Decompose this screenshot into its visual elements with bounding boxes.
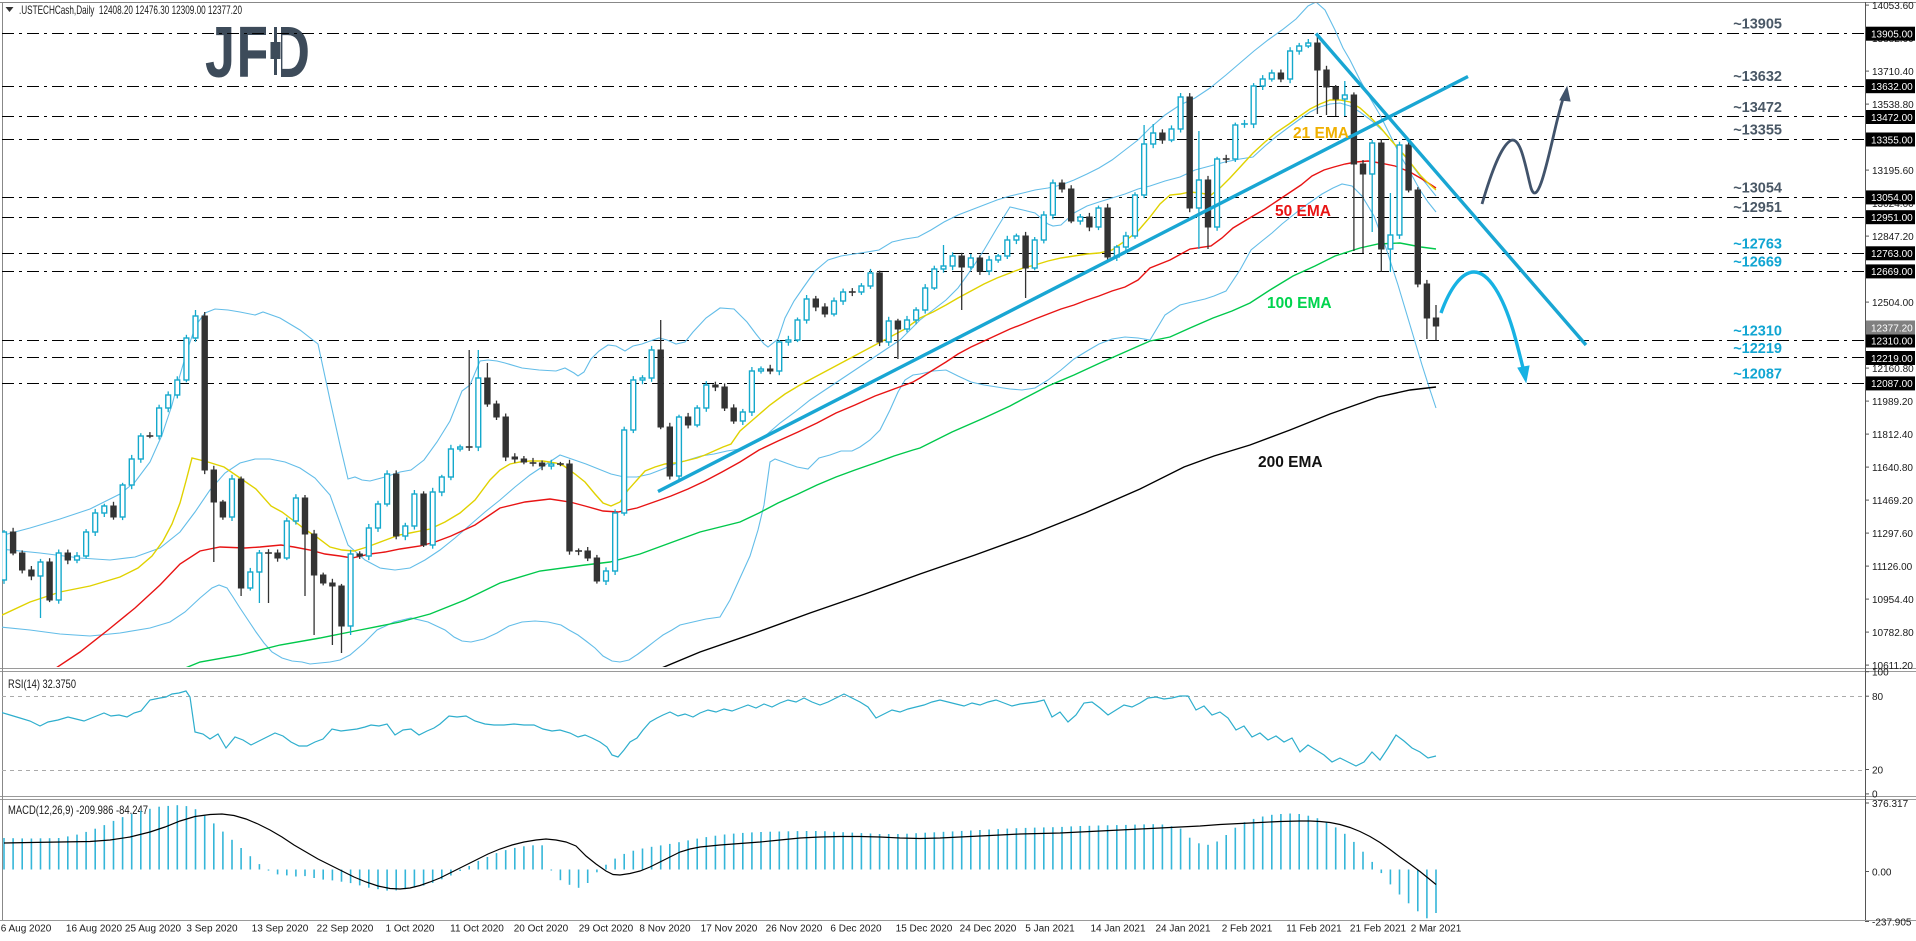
svg-text:16 Aug 2020: 16 Aug 2020 xyxy=(66,924,123,935)
svg-text:~12763: ~12763 xyxy=(1733,236,1782,252)
svg-text:6 Aug 2020: 6 Aug 2020 xyxy=(1,924,52,935)
svg-text:~13632: ~13632 xyxy=(1733,69,1782,85)
svg-text:RSI(14) 32.3750: RSI(14) 32.3750 xyxy=(8,677,76,691)
svg-text:13355.00: 13355.00 xyxy=(1871,135,1913,146)
svg-text:11640.80: 11640.80 xyxy=(1872,463,1913,474)
svg-text:26 Nov 2020: 26 Nov 2020 xyxy=(766,924,823,935)
svg-text:2 Mar 2021: 2 Mar 2021 xyxy=(1411,924,1462,935)
svg-text:5 Jan 2021: 5 Jan 2021 xyxy=(1025,924,1075,935)
svg-text:11469.20: 11469.20 xyxy=(1872,496,1913,507)
svg-text:13538.80: 13538.80 xyxy=(1872,100,1914,111)
svg-text:12377.20: 12377.20 xyxy=(1871,323,1913,334)
svg-text:12160.80: 12160.80 xyxy=(1872,364,1914,375)
svg-text:80: 80 xyxy=(1872,692,1884,703)
svg-text:13632.00: 13632.00 xyxy=(1871,82,1913,93)
svg-text:20: 20 xyxy=(1872,765,1884,776)
svg-text:-237.905: -237.905 xyxy=(1872,917,1912,928)
svg-text:2 Feb 2021: 2 Feb 2021 xyxy=(1222,924,1273,935)
svg-text:11126.00: 11126.00 xyxy=(1872,562,1913,573)
svg-text:~12951: ~12951 xyxy=(1733,200,1782,216)
svg-text:~12669: ~12669 xyxy=(1733,254,1782,270)
svg-text:12763.00: 12763.00 xyxy=(1871,249,1913,260)
svg-text:21 Feb 2021: 21 Feb 2021 xyxy=(1350,924,1407,935)
svg-text:10611.20: 10611.20 xyxy=(1872,661,1913,672)
svg-text:0.00: 0.00 xyxy=(1872,867,1892,878)
svg-text:12504.00: 12504.00 xyxy=(1872,298,1914,309)
svg-text:JFD: JFD xyxy=(205,13,312,93)
svg-text:11 Oct 2020: 11 Oct 2020 xyxy=(450,924,504,935)
svg-text:11812.40: 11812.40 xyxy=(1872,430,1913,441)
svg-text:15 Dec 2020: 15 Dec 2020 xyxy=(896,924,953,935)
svg-text:13054.00: 13054.00 xyxy=(1871,193,1913,204)
svg-text:21 EMA: 21 EMA xyxy=(1293,125,1349,142)
svg-text:10782.80: 10782.80 xyxy=(1872,628,1914,639)
svg-text:8 Nov 2020: 8 Nov 2020 xyxy=(639,924,691,935)
svg-text:13 Sep 2020: 13 Sep 2020 xyxy=(252,924,309,935)
svg-text:50 EMA: 50 EMA xyxy=(1275,203,1331,220)
svg-text:~13355: ~13355 xyxy=(1733,123,1782,139)
svg-text:~13054: ~13054 xyxy=(1733,180,1782,196)
svg-text:22 Sep 2020: 22 Sep 2020 xyxy=(317,924,374,935)
svg-text:29 Oct 2020: 29 Oct 2020 xyxy=(579,924,634,935)
svg-text:24 Dec 2020: 24 Dec 2020 xyxy=(960,924,1017,935)
svg-text:12847.20: 12847.20 xyxy=(1872,232,1914,243)
svg-text:~12087: ~12087 xyxy=(1733,366,1782,382)
svg-text:100 EMA: 100 EMA xyxy=(1267,295,1332,312)
svg-text:12087.00: 12087.00 xyxy=(1871,379,1913,390)
svg-text:MACD(12,26,9) -209.986 -84.247: MACD(12,26,9) -209.986 -84.247 xyxy=(8,803,148,817)
svg-text:25 Aug 2020: 25 Aug 2020 xyxy=(125,924,182,935)
svg-text:0: 0 xyxy=(1872,790,1878,801)
svg-text:12951.00: 12951.00 xyxy=(1871,213,1913,224)
svg-text:13472.00: 13472.00 xyxy=(1871,113,1913,124)
svg-text:.USTECHCash,Daily 12408.20 12: .USTECHCash,Daily 12408.20 12476.30 1230… xyxy=(19,3,242,17)
svg-text:~12310: ~12310 xyxy=(1733,324,1782,340)
svg-text:100: 100 xyxy=(1872,668,1889,679)
svg-text:14 Jan 2021: 14 Jan 2021 xyxy=(1090,924,1145,935)
svg-text:14053.60: 14053.60 xyxy=(1872,1,1914,12)
svg-text:1 Oct 2020: 1 Oct 2020 xyxy=(386,924,435,935)
svg-text:3 Sep 2020: 3 Sep 2020 xyxy=(186,924,238,935)
svg-text:13905.00: 13905.00 xyxy=(1871,30,1913,41)
svg-text:20 Oct 2020: 20 Oct 2020 xyxy=(514,924,569,935)
svg-text:13195.60: 13195.60 xyxy=(1872,166,1914,177)
svg-text:200 EMA: 200 EMA xyxy=(1258,454,1323,471)
svg-text:376.317: 376.317 xyxy=(1872,799,1909,810)
svg-text:11297.60: 11297.60 xyxy=(1872,529,1913,540)
svg-text:12310.00: 12310.00 xyxy=(1871,336,1913,347)
svg-text:6 Dec 2020: 6 Dec 2020 xyxy=(830,924,882,935)
svg-text:13710.40: 13710.40 xyxy=(1872,67,1914,78)
svg-text:10954.40: 10954.40 xyxy=(1872,595,1914,606)
svg-text:~12219: ~12219 xyxy=(1733,341,1782,357)
svg-text:12669.00: 12669.00 xyxy=(1871,267,1913,278)
svg-text:~13905: ~13905 xyxy=(1733,17,1782,33)
svg-text:~13472: ~13472 xyxy=(1733,100,1782,116)
svg-text:12219.00: 12219.00 xyxy=(1871,354,1913,365)
svg-text:11989.20: 11989.20 xyxy=(1872,397,1913,408)
svg-text:11 Feb 2021: 11 Feb 2021 xyxy=(1286,924,1342,935)
svg-text:17 Nov 2020: 17 Nov 2020 xyxy=(701,924,758,935)
svg-text:24 Jan 2021: 24 Jan 2021 xyxy=(1155,924,1210,935)
